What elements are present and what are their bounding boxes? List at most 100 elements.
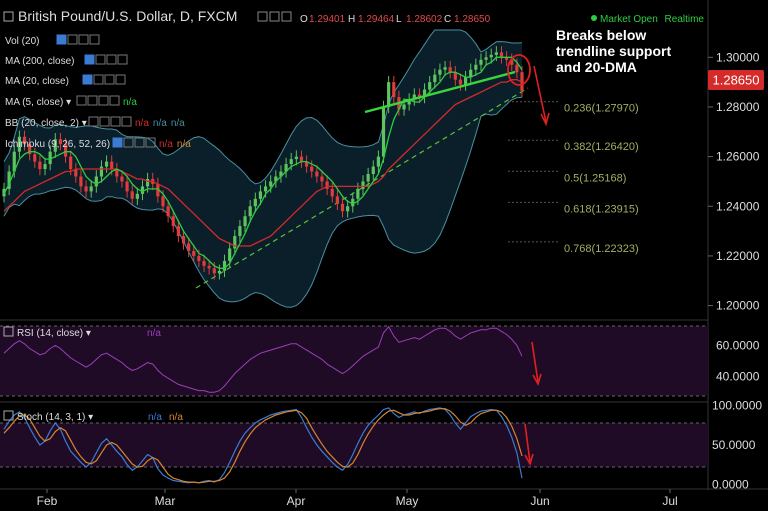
candle xyxy=(238,219,242,243)
indicator-control-icon[interactable] xyxy=(145,137,156,148)
candle xyxy=(484,51,488,66)
candle xyxy=(248,200,252,223)
candle xyxy=(489,48,493,64)
indicator-control-icon[interactable] xyxy=(88,116,99,127)
candle xyxy=(171,210,175,233)
rsi-axis[interactable]: 60.0000 40.0000 xyxy=(716,338,760,383)
indicator-control-icon[interactable] xyxy=(110,116,121,127)
candle xyxy=(192,244,196,263)
candle xyxy=(58,133,63,151)
fib-level-label: 0.618(1.23915) xyxy=(564,203,639,215)
indicator-row[interactable]: Vol (20) xyxy=(5,34,100,47)
indicator-control-icon[interactable] xyxy=(82,74,93,85)
indicator-control-icon[interactable] xyxy=(109,95,120,106)
candle xyxy=(392,75,396,104)
candle xyxy=(417,88,422,104)
price-tick-label: 1.22000 xyxy=(716,249,760,263)
indicator-control-icon[interactable] xyxy=(93,74,104,85)
candle xyxy=(130,185,134,206)
candle xyxy=(63,138,68,163)
add-icon[interactable] xyxy=(269,11,280,22)
indicator-control-icon[interactable] xyxy=(123,137,134,148)
candle xyxy=(448,61,452,79)
indicator-control-icon[interactable] xyxy=(99,116,110,127)
stoch-d-value: n/a xyxy=(169,412,183,423)
candle xyxy=(299,150,304,168)
candle xyxy=(443,61,447,76)
indicator-value: n/a xyxy=(123,97,137,108)
candle xyxy=(94,170,98,193)
stoch-axis[interactable]: 100.0000 50.0000 0.0000 xyxy=(712,399,762,492)
candle xyxy=(346,200,350,218)
down-arrow-rsi xyxy=(531,341,542,387)
candle xyxy=(433,68,437,89)
settings-icon[interactable] xyxy=(257,11,268,22)
indicator-control-icon[interactable] xyxy=(67,34,78,45)
candle xyxy=(387,75,391,114)
indicator-row[interactable]: MA (5, close) ▾ n/a xyxy=(5,95,137,108)
time-tick-label: Apr xyxy=(287,494,306,508)
time-axis[interactable]: Feb Mar Apr May Jun Jul xyxy=(37,489,678,508)
indicator-control-icon[interactable] xyxy=(98,95,109,106)
candle xyxy=(499,46,504,64)
candle xyxy=(469,63,473,84)
annotation-line-2: trendline support xyxy=(556,43,671,59)
collapse-square-icon[interactable] xyxy=(3,326,14,337)
header-tool-icons[interactable] xyxy=(257,11,292,22)
candle xyxy=(28,138,32,161)
indicator-legend: Vol (20) MA (200, close) MA (20, close) MA … xyxy=(5,34,191,150)
indicator-control-icon[interactable] xyxy=(104,74,115,85)
bollinger-lower-band xyxy=(3,96,523,308)
candle xyxy=(207,259,211,275)
indicator-control-icon[interactable] xyxy=(134,137,145,148)
price-axis[interactable]: 1.30000 1.28000 1.26000 1.24000 1.22000 1.200… xyxy=(708,50,760,313)
indicator-control-icon[interactable] xyxy=(95,54,106,65)
candle xyxy=(89,180,93,198)
indicator-control-icon[interactable] xyxy=(78,34,89,45)
indicator-control-icon[interactable] xyxy=(121,116,132,127)
candle xyxy=(412,88,416,106)
indicator-control-icon[interactable] xyxy=(89,34,100,45)
indicator-row[interactable]: Ichimoku (9, 26, 52, 26) ▾ n/a n/a xyxy=(5,137,191,150)
ohlc-label: L xyxy=(396,14,402,25)
annotation-line-1: Breaks below xyxy=(556,27,646,43)
collapse-square-icon[interactable] xyxy=(3,11,14,22)
indicator-row[interactable]: MA (200, close) xyxy=(5,54,128,67)
indicator-control-icon[interactable] xyxy=(76,95,87,106)
rsi-band-fill xyxy=(0,326,708,396)
candle xyxy=(176,219,180,243)
indicator-control-icon[interactable] xyxy=(84,54,95,65)
candle xyxy=(74,162,78,183)
candle xyxy=(140,180,145,201)
candle xyxy=(458,73,463,91)
candle xyxy=(156,177,160,203)
ohlc-value: 1.28602 xyxy=(406,14,443,25)
stoch-tick-label: 100.0000 xyxy=(712,399,762,413)
down-arrow-main xyxy=(533,65,550,127)
main-price-panel[interactable]: 0.236(1.27970) 0.382(1.26420) 0.5(1.25168)… xyxy=(2,29,639,308)
candle xyxy=(17,130,21,158)
candle xyxy=(7,165,11,196)
indicator-control-icon[interactable] xyxy=(115,74,126,85)
indicator-row[interactable]: MA (20, close) xyxy=(5,74,126,87)
indicator-control-icon[interactable] xyxy=(117,54,128,65)
indicator-row[interactable]: BB (20, close, 2) ▾ n/a n/a n/a xyxy=(5,116,185,129)
indicator-control-icon[interactable] xyxy=(87,95,98,106)
ohlc-value: 1.29464 xyxy=(358,14,395,25)
stoch-d-line xyxy=(3,408,523,484)
more-icon[interactable] xyxy=(281,11,292,22)
candle xyxy=(202,254,206,273)
collapse-square-icon[interactable] xyxy=(3,410,14,421)
candle xyxy=(279,165,283,183)
stochastic-panel[interactable] xyxy=(0,407,708,484)
indicator-control-icon[interactable] xyxy=(106,54,117,65)
indicator-control-icon[interactable] xyxy=(56,34,67,45)
indicator-control-icon[interactable] xyxy=(112,137,123,148)
candle xyxy=(243,210,247,233)
candle xyxy=(335,190,339,210)
candle xyxy=(104,155,109,173)
rsi-panel[interactable] xyxy=(0,325,708,397)
stoch-tick-label: 50.0000 xyxy=(712,438,756,452)
candle xyxy=(407,93,411,111)
